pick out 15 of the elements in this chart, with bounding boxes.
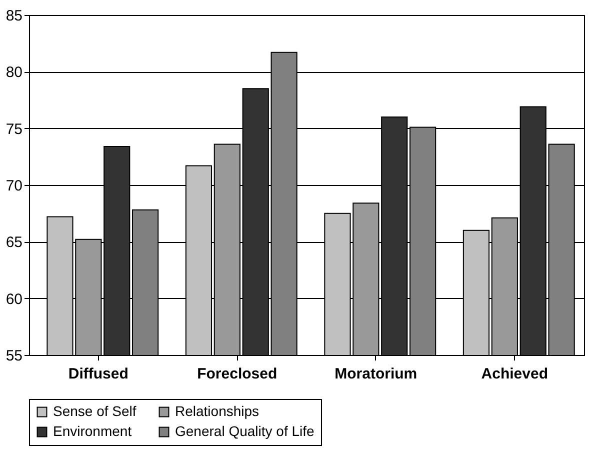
y-tick-label: 75 xyxy=(6,120,22,138)
x-tick-label: Foreclosed xyxy=(197,366,278,382)
y-tick-label: 60 xyxy=(6,290,22,308)
legend-label: General Quality of Life xyxy=(175,423,315,439)
x-tick-label: Moratorium xyxy=(334,366,418,382)
y-tick-label: 55 xyxy=(6,348,22,364)
y-tick-label: 65 xyxy=(6,234,22,252)
y-tick-label: 85 xyxy=(6,8,22,24)
legend-label: Environment xyxy=(53,423,132,439)
x-tick-label: Achieved xyxy=(481,366,548,382)
legend-label: Relationships xyxy=(175,403,260,419)
legend-label: Sense of Self xyxy=(53,403,136,419)
x-tick-label: Diffused xyxy=(68,366,128,382)
y-tick-label: 80 xyxy=(6,64,22,82)
y-tick-label: 70 xyxy=(6,178,22,194)
